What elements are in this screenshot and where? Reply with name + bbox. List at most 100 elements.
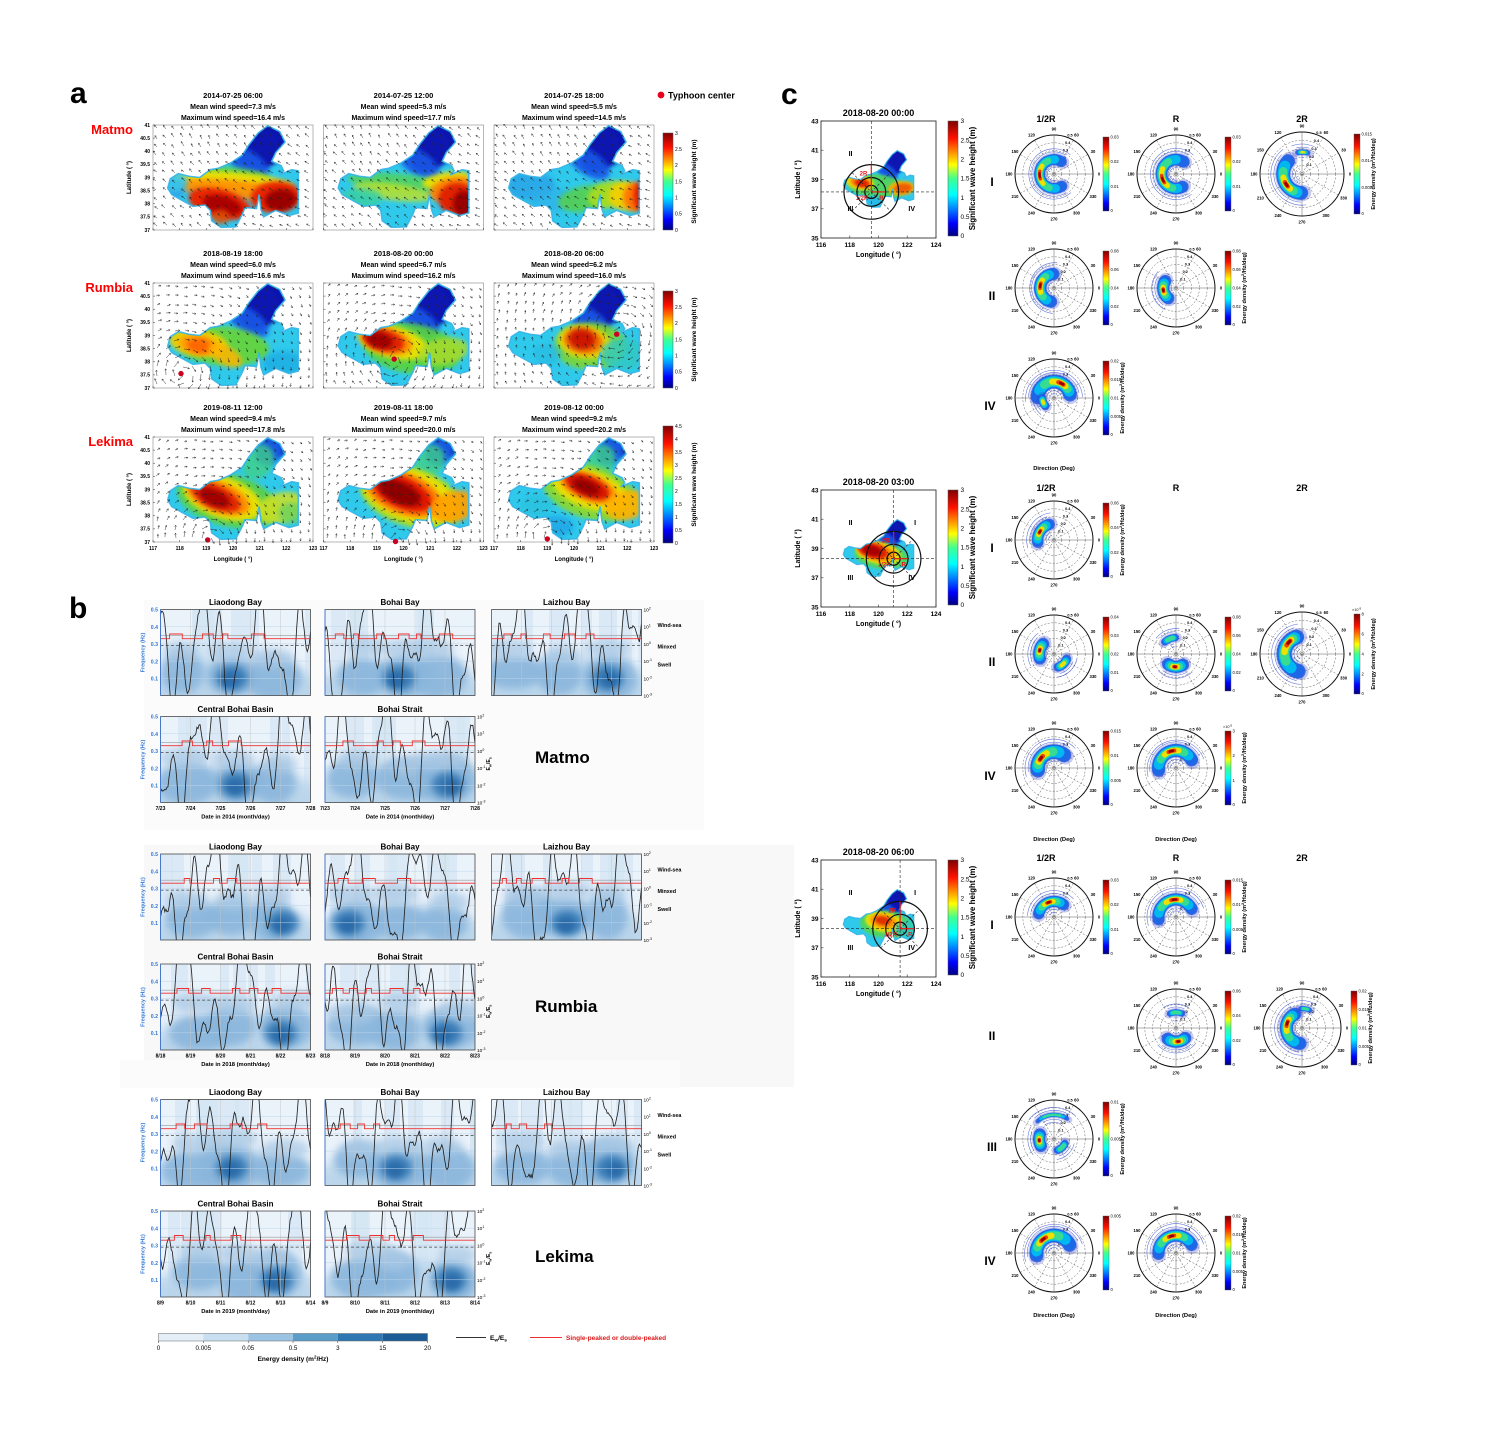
svg-text:210: 210	[1012, 674, 1020, 679]
svg-text:30: 30	[1091, 263, 1096, 268]
svg-text:120: 120	[1028, 727, 1036, 732]
svg-text:40: 40	[144, 149, 150, 155]
svg-text:10-2: 10-2	[644, 920, 653, 927]
svg-text:Energy density (m2/Hz/deg): Energy density (m2/Hz/deg)	[1240, 881, 1248, 952]
svg-text:2: 2	[675, 489, 678, 495]
svg-text:101: 101	[644, 1114, 651, 1121]
svg-text:39.5: 39.5	[140, 162, 150, 168]
svg-text:0.04: 0.04	[1233, 1013, 1242, 1018]
svg-text:1: 1	[675, 515, 678, 521]
svg-text:Laizhou Bay: Laizhou Bay	[543, 843, 591, 852]
svg-text:330: 330	[1212, 194, 1220, 199]
svg-text:10-2: 10-2	[644, 675, 653, 682]
svg-text:Direction (Deg): Direction (Deg)	[1155, 1313, 1197, 1319]
svg-text:0: 0	[1220, 172, 1223, 177]
svg-text:0.01: 0.01	[1111, 927, 1120, 932]
svg-text:Significant wave height (m): Significant wave height (m)	[691, 442, 698, 526]
svg-text:Longitude ( °): Longitude ( °)	[214, 557, 253, 563]
svg-text:210: 210	[1012, 788, 1020, 793]
svg-text:210: 210	[1257, 676, 1265, 681]
svg-text:0.5: 0.5	[1067, 500, 1072, 504]
svg-text:240: 240	[1028, 1176, 1036, 1181]
svg-text:0.08: 0.08	[1233, 615, 1242, 620]
svg-text:60: 60	[1074, 357, 1079, 362]
svg-text:0.01: 0.01	[1233, 1251, 1242, 1256]
svg-text:0.1: 0.1	[1058, 1129, 1063, 1133]
svg-text:0.3: 0.3	[1063, 263, 1068, 267]
svg-text:7/25: 7/25	[380, 806, 390, 812]
svg-text:0.2: 0.2	[151, 904, 158, 910]
svg-text:122: 122	[902, 611, 913, 618]
svg-text:8/21: 8/21	[246, 1054, 256, 1060]
svg-text:Energy density (m2/Hz/deg): Energy density (m2/Hz/deg)	[1369, 618, 1377, 689]
svg-text:IV: IV	[984, 769, 995, 783]
svg-text:180: 180	[1006, 915, 1014, 920]
svg-text:60: 60	[1322, 987, 1327, 992]
svg-text:40.5: 40.5	[140, 294, 150, 300]
svg-text:0.4: 0.4	[1187, 621, 1193, 625]
svg-text:2R: 2R	[1296, 853, 1308, 863]
svg-text:10-2: 10-2	[477, 1277, 486, 1284]
svg-text:90: 90	[1052, 1092, 1057, 1097]
svg-text:0.4: 0.4	[151, 625, 158, 631]
svg-text:0.5: 0.5	[1316, 611, 1321, 615]
svg-text:240: 240	[1150, 1290, 1158, 1295]
svg-text:180: 180	[1006, 396, 1014, 401]
svg-text:35: 35	[811, 235, 819, 242]
svg-text:IV: IV	[908, 575, 915, 582]
svg-text:Lekima: Lekima	[88, 434, 134, 449]
svg-text:90: 90	[1052, 721, 1057, 726]
svg-text:150: 150	[1134, 1228, 1142, 1233]
svg-text:Date in 2018 (month/day): Date in 2018 (month/day)	[366, 1062, 435, 1068]
svg-text:7/27: 7/27	[276, 806, 286, 812]
svg-text:120: 120	[1028, 1212, 1036, 1217]
svg-text:0: 0	[1349, 172, 1352, 177]
svg-text:0.5: 0.5	[1189, 877, 1194, 881]
svg-text:120: 120	[1275, 610, 1283, 615]
svg-text:180: 180	[1251, 652, 1259, 657]
svg-text:180: 180	[1006, 1251, 1014, 1256]
svg-text:Typhoon center: Typhoon center	[668, 91, 735, 101]
svg-text:Mean wind speed=9.7 m/s: Mean wind speed=9.7 m/s	[361, 416, 447, 423]
svg-text:30: 30	[1213, 1228, 1218, 1233]
svg-text:0.015: 0.015	[1362, 132, 1373, 137]
svg-text:0.5: 0.5	[1189, 728, 1194, 732]
svg-text:210: 210	[1134, 308, 1142, 313]
svg-text:30: 30	[1091, 515, 1096, 520]
svg-text:60: 60	[1074, 1212, 1079, 1217]
svg-text:102: 102	[644, 1097, 651, 1104]
svg-text:116: 116	[816, 611, 827, 618]
svg-text:IV: IV	[908, 206, 915, 213]
svg-text:0.02: 0.02	[1111, 550, 1120, 555]
svg-text:0.3: 0.3	[151, 997, 158, 1003]
svg-text:II: II	[989, 1029, 996, 1043]
svg-text:270: 270	[1051, 1182, 1059, 1187]
svg-text:8/11: 8/11	[216, 1301, 226, 1307]
svg-text:90: 90	[1174, 870, 1179, 875]
svg-text:0.4: 0.4	[1065, 365, 1071, 369]
svg-text:0.1: 0.1	[1307, 643, 1312, 647]
svg-text:1.5: 1.5	[961, 176, 970, 183]
svg-text:0.5: 0.5	[1189, 988, 1194, 992]
svg-text:0.4: 0.4	[1187, 735, 1193, 739]
svg-text:180: 180	[1128, 286, 1136, 291]
svg-text:1: 1	[961, 195, 965, 202]
svg-text:270: 270	[1173, 960, 1181, 965]
svg-text:0: 0	[1111, 1173, 1114, 1178]
svg-text:0.1: 0.1	[1180, 758, 1185, 762]
svg-text:0.3: 0.3	[1185, 1003, 1190, 1007]
svg-text:0.1: 0.1	[1180, 1243, 1185, 1247]
svg-text:0.4: 0.4	[1065, 884, 1071, 888]
svg-text:10-1: 10-1	[477, 1013, 486, 1020]
svg-text:0.5: 0.5	[1067, 1099, 1072, 1103]
svg-text:90: 90	[1300, 604, 1305, 609]
svg-text:1/2R: 1/2R	[1036, 853, 1056, 863]
svg-text:0: 0	[157, 1345, 161, 1352]
svg-text:10-3: 10-3	[644, 693, 653, 700]
svg-text:Wind-sea: Wind-sea	[658, 1113, 683, 1119]
svg-text:Ew/Es: Ew/Es	[486, 1005, 493, 1018]
svg-text:2019-08-11 12:00: 2019-08-11 12:00	[203, 403, 262, 412]
svg-text:120: 120	[570, 546, 579, 552]
svg-text:8/13: 8/13	[440, 1301, 450, 1307]
svg-text:0.3: 0.3	[151, 749, 158, 755]
